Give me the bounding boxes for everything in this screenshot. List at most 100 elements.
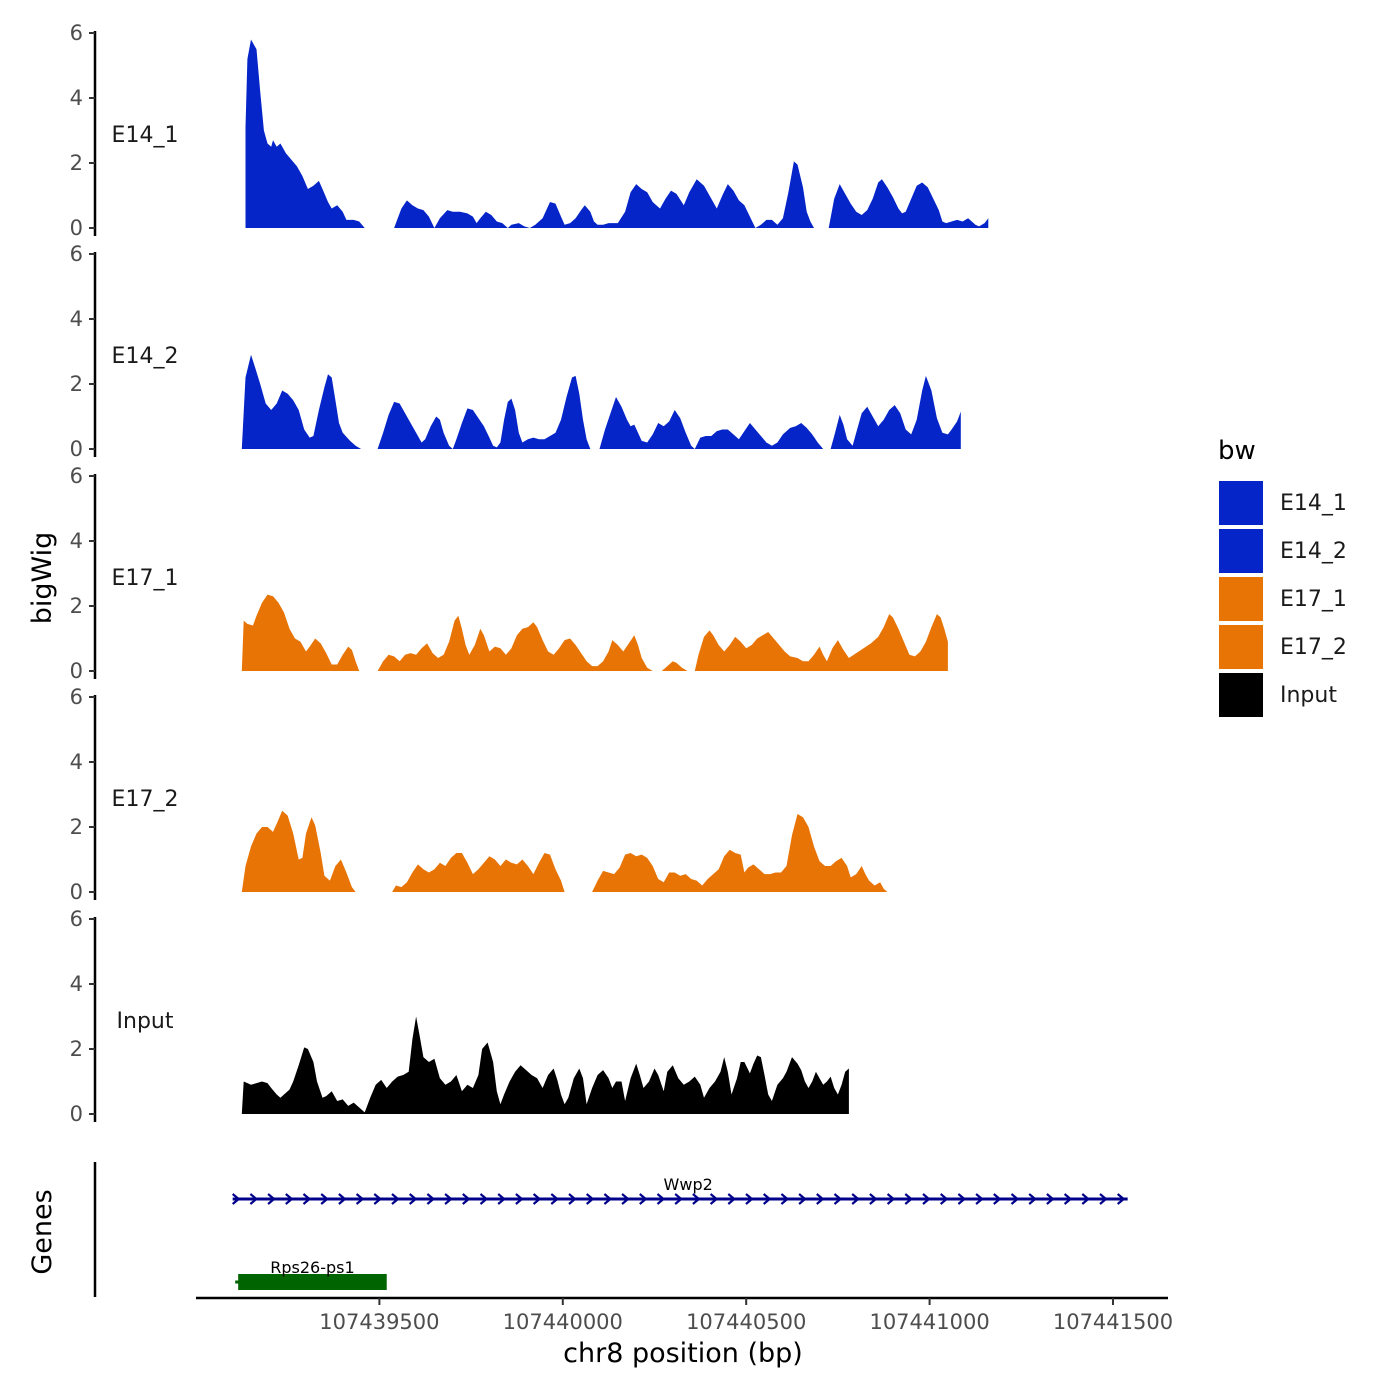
- track-E14_1: 0 2 4 6 E14_1: [70, 21, 989, 240]
- legend-swatch-E17_2: [1217, 623, 1265, 671]
- y-tick-label-Input-0: 0: [70, 1102, 83, 1126]
- y-axis-title: bigWig: [27, 532, 58, 625]
- gene-exon-Rps26-ps1: [238, 1274, 387, 1290]
- y-tick-label-E17_2-6: 6: [70, 685, 83, 709]
- coverage-area-E17_2-1: [241, 810, 356, 892]
- y-tick-label-E14_1-4: 4: [70, 86, 83, 110]
- track-label-Input: Input: [117, 1009, 174, 1034]
- coverage-area-E17_2-3: [592, 814, 888, 892]
- x-tick-label-107439500: 107439500: [319, 1310, 439, 1334]
- coverage-tracks: 0 2 4 6 E14_1 0 2 4 6 E14_2 0 2 4 6 E17_1 0 2 4 6 E17_2 0 2 4 6…: [70, 21, 989, 1126]
- legend-label-E17_2: E17_2: [1280, 635, 1347, 660]
- strand-arrow-Wwp2: [1063, 1193, 1073, 1205]
- gene-label-Rps26-ps1: Rps26-ps1: [270, 1258, 354, 1277]
- legend-swatch-E14_1: [1217, 479, 1265, 527]
- track-label-E14_2: E14_2: [112, 344, 179, 369]
- strand-arrow-Wwp2: [355, 1193, 365, 1205]
- strand-arrow-Wwp2: [444, 1193, 453, 1205]
- y-tick-label-Input-6: 6: [70, 907, 83, 931]
- gene-Wwp2: Wwp2: [231, 1175, 1128, 1205]
- track-E14_2: 0 2 4 6 E14_2: [70, 242, 961, 461]
- legend-label-E17_1: E17_1: [1280, 587, 1347, 612]
- strand-arrow-Wwp2: [568, 1193, 577, 1205]
- legend-label-E14_1: E14_1: [1280, 491, 1347, 516]
- strand-arrow-Wwp2: [745, 1193, 754, 1205]
- x-tick-label-107441500: 107441500: [1053, 1310, 1173, 1334]
- coverage-area-E17_1-1: [241, 594, 360, 671]
- y-tick-label-E17_1-4: 4: [70, 529, 83, 553]
- strand-arrow-Wwp2: [373, 1193, 382, 1205]
- coverage-area-E14_1-2: [394, 161, 814, 228]
- legend-label-E14_2: E14_2: [1280, 539, 1347, 564]
- strand-arrow-Wwp2: [479, 1193, 489, 1205]
- gene-Rps26-ps1: Rps26-ps1: [235, 1258, 387, 1290]
- strand-arrow-Wwp2: [780, 1193, 790, 1205]
- strand-arrow-Wwp2: [939, 1193, 949, 1205]
- y-tick-label-Input-2: 2: [70, 1037, 83, 1061]
- coverage-area-E17_2-2: [392, 853, 565, 892]
- strand-arrow-Wwp2: [532, 1193, 542, 1205]
- track-E17_2: 0 2 4 6 E17_2: [70, 685, 888, 904]
- strand-arrow-Wwp2: [1010, 1193, 1020, 1205]
- strand-arrow-Wwp2: [709, 1193, 719, 1205]
- coverage-area-E17_1-2: [377, 615, 653, 671]
- genes-axis-title: Genes: [27, 1189, 58, 1274]
- coverage-area-E17_1-4: [694, 614, 948, 671]
- strand-arrow-Wwp2: [391, 1193, 400, 1205]
- strand-arrow-Wwp2: [621, 1193, 630, 1205]
- strand-arrow-Wwp2: [922, 1193, 931, 1205]
- gene-track: Wwp2 Rps26-ps1: [93, 1162, 1128, 1297]
- track-label-E17_2: E17_2: [112, 787, 179, 812]
- legend-swatch-E17_1: [1217, 575, 1265, 623]
- track-E17_1: 0 2 4 6 E17_1: [70, 464, 948, 683]
- y-tick-label-E17_1-6: 6: [70, 464, 83, 488]
- strand-arrow-Wwp2: [426, 1193, 436, 1205]
- gene-label-Wwp2: Wwp2: [664, 1175, 713, 1194]
- strand-arrow-Wwp2: [1116, 1193, 1126, 1205]
- x-axis: 107439500 107440000 107440500 107441000 1074…: [196, 1296, 1173, 1334]
- coverage-area-E14_2-2: [377, 375, 591, 449]
- strand-arrow-Wwp2: [886, 1193, 896, 1205]
- track-label-E14_1: E14_1: [112, 123, 179, 148]
- x-axis-title: chr8 position (bp): [563, 1338, 803, 1369]
- strand-arrow-Wwp2: [1081, 1193, 1090, 1205]
- legend-swatch-Input: [1217, 671, 1265, 719]
- track-label-E17_1: E17_1: [112, 566, 179, 591]
- coverage-area-E14_2-3: [599, 397, 824, 449]
- y-tick-label-E17_1-2: 2: [70, 594, 83, 618]
- strand-arrow-Wwp2: [497, 1193, 506, 1205]
- y-tick-label-E17_2-0: 0: [70, 880, 83, 904]
- strand-arrow-Wwp2: [408, 1193, 418, 1205]
- strand-arrow-Wwp2: [1046, 1193, 1055, 1205]
- y-tick-label-E17_2-2: 2: [70, 815, 83, 839]
- strand-arrow-Wwp2: [320, 1193, 329, 1205]
- strand-arrow-Wwp2: [816, 1193, 825, 1205]
- strand-arrow-Wwp2: [639, 1193, 648, 1205]
- strand-arrow-Wwp2: [267, 1193, 276, 1205]
- coverage-area-E14_1-1: [245, 39, 365, 228]
- strand-arrow-Wwp2: [338, 1193, 347, 1205]
- coverage-area-E14_2-4: [830, 375, 961, 449]
- legend-swatch-E14_2: [1217, 527, 1265, 575]
- strand-arrow-Wwp2: [462, 1193, 471, 1205]
- strand-arrow-Wwp2: [302, 1193, 312, 1205]
- y-tick-label-E14_1-6: 6: [70, 21, 83, 45]
- strand-arrow-Wwp2: [727, 1193, 736, 1205]
- strand-arrow-Wwp2: [798, 1193, 807, 1205]
- legend-title: bw: [1218, 436, 1256, 466]
- strand-arrow-Wwp2: [515, 1193, 524, 1205]
- strand-arrow-Wwp2: [585, 1193, 595, 1205]
- y-tick-label-E17_1-0: 0: [70, 659, 83, 683]
- x-tick-label-107440000: 107440000: [503, 1310, 623, 1334]
- strand-arrow-Wwp2: [904, 1193, 913, 1205]
- y-tick-label-E17_2-4: 4: [70, 750, 83, 774]
- y-tick-label-E14_2-2: 2: [70, 372, 83, 396]
- strand-arrow-Wwp2: [833, 1193, 843, 1205]
- strand-arrow-Wwp2: [285, 1193, 294, 1205]
- strand-arrow-Wwp2: [851, 1193, 860, 1205]
- strand-arrow-Wwp2: [603, 1193, 613, 1205]
- strand-arrow-Wwp2: [249, 1193, 259, 1205]
- y-tick-label-E14_2-4: 4: [70, 307, 83, 331]
- y-tick-label-Input-4: 4: [70, 972, 83, 996]
